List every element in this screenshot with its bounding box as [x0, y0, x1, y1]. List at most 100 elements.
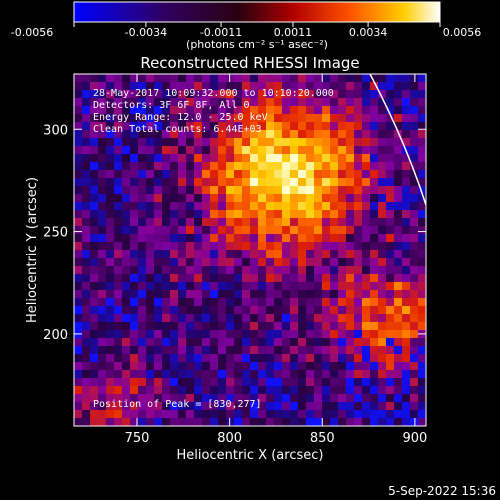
image-cell — [330, 194, 339, 203]
image-cell — [354, 266, 363, 275]
image-cell — [162, 290, 171, 299]
image-cell — [170, 178, 179, 187]
image-cell — [338, 146, 347, 155]
image-cell — [146, 82, 155, 91]
image-cell — [98, 354, 107, 363]
image-cell — [266, 386, 275, 395]
image-cell — [402, 362, 411, 371]
image-cell — [242, 338, 251, 347]
image-cell — [346, 346, 355, 355]
image-cell — [202, 250, 211, 259]
image-cell — [74, 210, 83, 219]
image-cell — [298, 290, 307, 299]
image-cell — [362, 362, 371, 371]
image-cell — [274, 122, 283, 131]
image-cell — [266, 362, 275, 371]
image-cell — [130, 346, 139, 355]
annotation-counts: Clean Total counts: 6.44E+03 — [93, 124, 262, 135]
image-cell — [98, 314, 107, 323]
image-cell — [378, 410, 387, 419]
image-cell — [338, 354, 347, 363]
image-cell — [386, 138, 395, 147]
image-cell — [82, 258, 91, 267]
image-cell — [130, 378, 139, 387]
image-cell — [194, 186, 203, 195]
image-cell — [338, 154, 347, 163]
image-cell — [282, 354, 291, 363]
image-cell — [90, 202, 99, 211]
image-cell — [314, 314, 323, 323]
image-cell — [162, 90, 171, 99]
image-cell — [314, 82, 323, 91]
image-cell — [226, 370, 235, 379]
image-cell — [258, 266, 267, 275]
image-cell — [362, 210, 371, 219]
image-cell — [90, 322, 99, 331]
image-cell — [210, 250, 219, 259]
image-cell — [258, 314, 267, 323]
y-tick-label: 250 — [43, 226, 68, 241]
image-cell — [122, 338, 131, 347]
image-cell — [394, 330, 403, 339]
image-cell — [226, 98, 235, 107]
image-cell — [378, 274, 387, 283]
image-cell — [322, 186, 331, 195]
image-cell — [378, 250, 387, 259]
image-cell — [138, 170, 147, 179]
image-cell — [250, 266, 259, 275]
image-cell — [394, 386, 403, 395]
image-cell — [410, 282, 419, 291]
image-cell — [258, 258, 267, 267]
image-cell — [258, 138, 267, 147]
image-cell — [250, 146, 259, 155]
image-cell — [162, 322, 171, 331]
image-cell — [234, 186, 243, 195]
image-cell — [202, 330, 211, 339]
image-cell — [290, 298, 299, 307]
image-cell — [226, 178, 235, 187]
image-cell — [354, 138, 363, 147]
image-cell — [226, 186, 235, 195]
image-cell — [258, 402, 267, 411]
image-cell — [306, 410, 315, 419]
image-cell — [306, 314, 315, 323]
annotation-detectors: Detectors: 3F 6F 8F, All 0 — [93, 100, 250, 111]
image-cell — [98, 186, 107, 195]
annotation-energy: Energy Range: 12.0 - 25.0 keV — [93, 112, 268, 123]
image-cell — [114, 170, 123, 179]
image-cell — [130, 106, 139, 115]
image-cell — [178, 338, 187, 347]
image-cell — [314, 250, 323, 259]
image-cell — [282, 138, 291, 147]
image-cell — [394, 338, 403, 347]
image-cell — [330, 82, 339, 91]
image-cell — [418, 106, 426, 115]
image-cell — [234, 82, 243, 91]
image-cell — [282, 362, 291, 371]
x-tick-label: 750 — [125, 431, 150, 446]
image-cell — [90, 274, 99, 283]
image-cell — [90, 314, 99, 323]
image-cell — [242, 410, 251, 419]
image-cell — [314, 122, 323, 131]
image-cell — [122, 354, 131, 363]
image-cell — [82, 242, 91, 251]
image-cell — [98, 218, 107, 227]
image-cell — [194, 354, 203, 363]
image-cell — [162, 410, 171, 419]
image-cell — [314, 298, 323, 307]
image-cell — [298, 362, 307, 371]
image-cell — [154, 298, 163, 307]
image-cell — [226, 82, 235, 91]
image-cell — [306, 298, 315, 307]
image-cell — [234, 114, 243, 123]
image-cell — [370, 114, 379, 123]
image-cell — [402, 178, 411, 187]
image-cell — [130, 242, 139, 251]
image-cell — [170, 282, 179, 291]
image-cell — [290, 122, 299, 131]
image-cell — [122, 402, 131, 411]
image-cell — [306, 114, 315, 123]
image-cell — [74, 258, 83, 267]
